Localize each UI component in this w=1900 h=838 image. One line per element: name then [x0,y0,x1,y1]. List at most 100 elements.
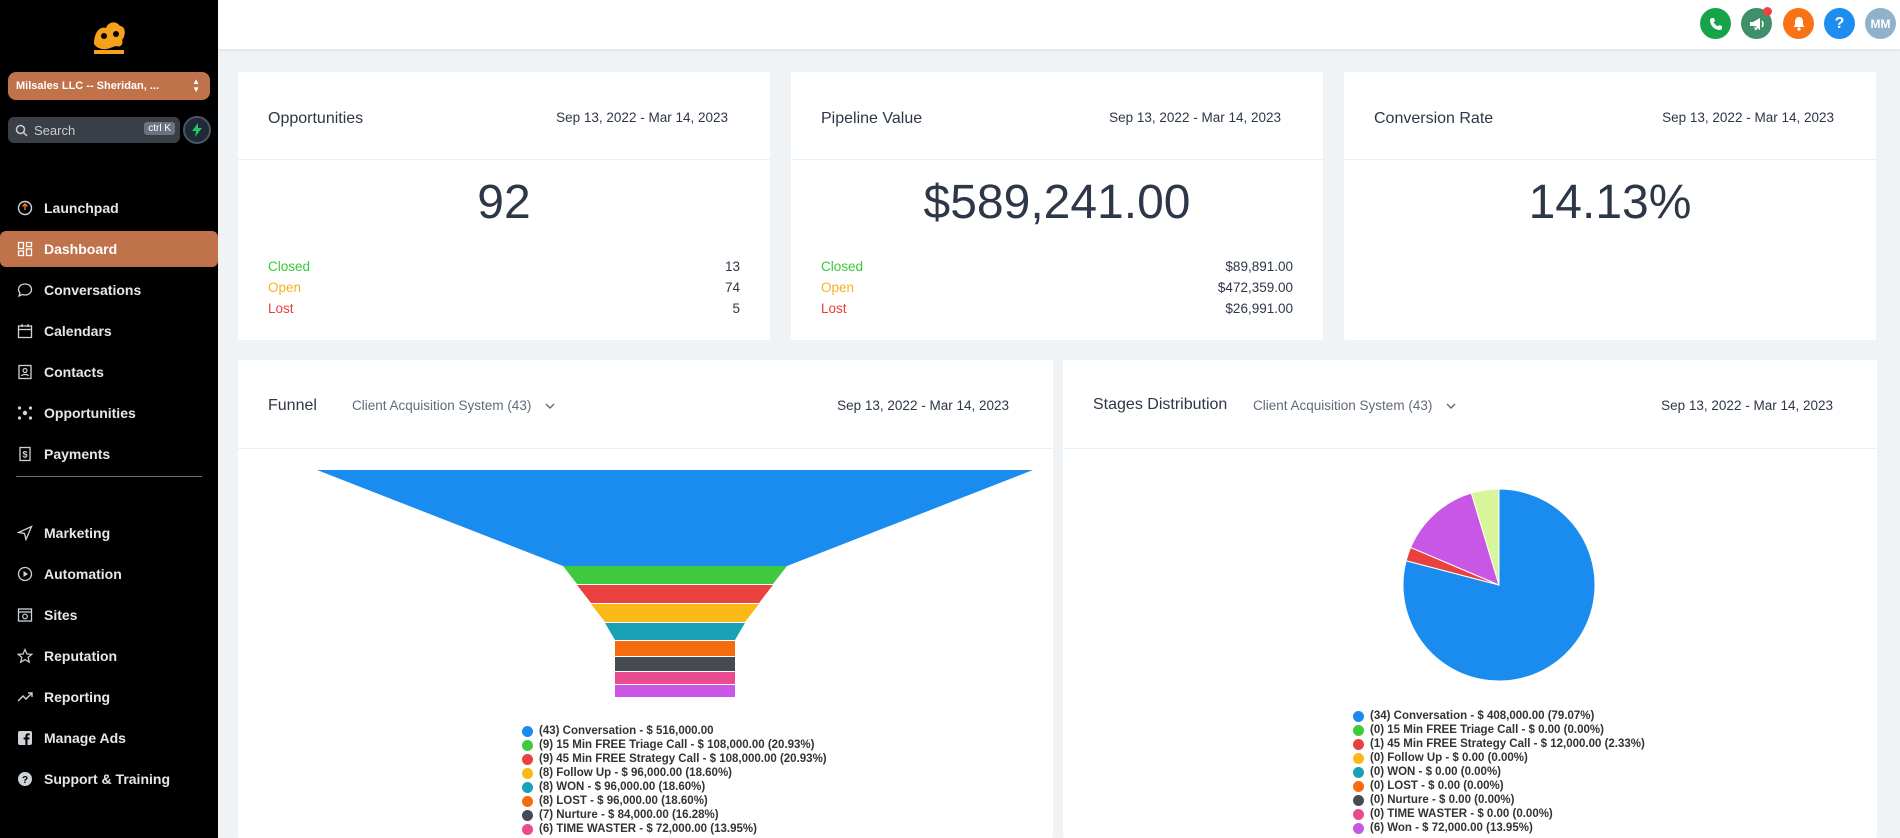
funnel-segment[interactable] [605,623,745,640]
quick-actions-button[interactable] [183,116,211,144]
svg-text:$: $ [22,450,27,460]
stat-row-lost: Lost 5 [268,301,740,316]
opportunities-total: 92 [477,176,531,229]
card-title: Opportunities [268,110,364,127]
funnel-pipeline-select[interactable]: Client Acquisition System (43) [352,398,555,413]
svg-text:?: ? [22,775,28,786]
account-switcher[interactable]: Milsales LLC -- Sheridan, ... ▲ ▼ [8,72,210,100]
pipeline-total: $589,241.00 [923,176,1191,229]
stages-pipeline-select[interactable]: Client Acquisition System (43) [1253,398,1456,413]
legend-label: (7) Nurture - $ 84,000.00 (16.28%) [539,809,719,821]
user-avatar[interactable]: MM [1865,8,1896,39]
legend-item[interactable]: (8) Follow Up - $ 96,000.00 (18.60%) [522,766,827,780]
search-shortcut: ctrl K [144,122,175,135]
sidebar-item-reputation[interactable]: Reputation [0,638,218,674]
stat-label: Lost [821,301,847,316]
sidebar-item-conversations[interactable]: Conversations [0,272,218,308]
legend-dot [1353,808,1364,820]
funnel-segment[interactable] [317,470,1033,566]
sidebar-item-calendars[interactable]: Calendars [0,313,218,349]
stat-value: 5 [732,301,740,316]
account-label: Milsales LLC -- Sheridan, ... [16,80,160,92]
stages-title: Stages Distribution [1093,396,1228,413]
sidebar-item-label: Support & Training [44,771,170,787]
funnel-segment[interactable] [591,604,759,622]
funnel-card: Funnel Client Acquisition System (43) Se… [238,360,1053,838]
legend-item[interactable]: (0) 15 Min FREE Triage Call - $ 0.00 (0.… [1353,723,1645,737]
sidebar-item-payments[interactable]: $ Payments [0,436,218,472]
facebook-icon [16,729,34,747]
legend-item[interactable]: (6) TIME WASTER - $ 72,000.00 (13.95%) [522,822,827,836]
stages-pie-chart [1402,488,1596,682]
legend-dot [1353,780,1364,792]
legend-label: (9) 15 Min FREE Triage Call - $ 108,000.… [539,739,815,751]
payments-icon: $ [16,445,34,463]
help-icon: ? [16,770,34,788]
legend-item[interactable]: (0) Follow Up - $ 0.00 (0.00%) [1353,751,1645,765]
milsales-logo[interactable] [88,14,130,56]
funnel-segment[interactable] [615,657,735,671]
legend-item[interactable]: (0) WON - $ 0.00 (0.00%) [1353,765,1645,779]
notifications-button[interactable] [1783,8,1814,39]
conversion-rate-value: 14.13% [1528,176,1692,229]
legend-item[interactable]: (8) LOST - $ 96,000.00 (18.60%) [522,794,827,808]
legend-label: (8) Follow Up - $ 96,000.00 (18.60%) [539,767,733,779]
legend-item[interactable]: (0) LOST - $ 0.00 (0.00%) [1353,779,1645,793]
legend-dot [522,809,533,821]
sidebar-item-marketing[interactable]: Marketing [0,515,218,551]
legend-dot [1353,738,1364,750]
help-button[interactable]: ? [1824,8,1855,39]
stat-label: Closed [821,259,864,274]
sidebar-item-label: Dashboard [44,241,118,257]
stat-row-open: Open $472,359.00 [821,280,1293,295]
funnel-segment[interactable] [577,585,773,603]
sidebar-item-sites[interactable]: Sites [0,597,218,633]
sidebar-item-reporting[interactable]: Reporting [0,679,218,715]
legend-label: (34) Conversation - $ 408,000.00 (79.07%… [1370,710,1595,722]
legend-dot [1353,752,1364,764]
sidebar-item-opportunities[interactable]: Opportunities [0,395,218,431]
sidebar-item-contacts[interactable]: Contacts [0,354,218,390]
legend-dot [522,739,533,751]
pie-slice[interactable] [1470,488,1500,586]
sidebar-item-launchpad[interactable]: Launchpad [0,190,218,226]
legend-item[interactable]: (34) Conversation - $ 408,000.00 (79.07%… [1353,709,1645,723]
legend-item[interactable]: (8) WON - $ 96,000.00 (18.60%) [522,780,827,794]
funnel-title: Funnel [268,397,317,414]
legend-item[interactable]: (0) TIME WASTER - $ 0.00 (0.00%) [1353,807,1645,821]
help-icon: ? [1834,14,1845,32]
legend-dot [522,753,533,765]
funnel-segment[interactable] [615,641,735,656]
sidebar-item-manage-ads[interactable]: Manage Ads [0,720,218,756]
legend-label: (8) WON - $ 96,000.00 (18.60%) [539,781,706,793]
legend-item[interactable]: (6) Won - $ 72,000.00 (13.95%) [1353,821,1645,835]
trend-icon [16,688,34,706]
sidebar-item-automation[interactable]: Automation [0,556,218,592]
funnel-segment[interactable] [563,566,787,584]
sidebar-item-label: Sites [44,607,78,623]
funnel-legend: (43) Conversation - $ 516,000.00 (9) 15 M… [522,724,827,836]
funnel-date-range: Sep 13, 2022 - Mar 14, 2023 [837,398,1009,413]
legend-item[interactable]: (7) Nurture - $ 84,000.00 (16.28%) [522,808,827,822]
sidebar-item-label: Calendars [44,323,112,339]
legend-item[interactable]: (9) 45 Min FREE Strategy Call - $ 108,00… [522,752,827,766]
sidebar-item-dashboard[interactable]: Dashboard [0,231,218,267]
funnel-segment[interactable] [615,685,735,697]
legend-item[interactable]: (43) Conversation - $ 516,000.00 [522,724,827,738]
sidebar-item-label: Manage Ads [44,730,126,746]
legend-item[interactable]: (0) Nurture - $ 0.00 (0.00%) [1353,793,1645,807]
pie-slice[interactable] [1410,492,1500,586]
announcements-button[interactable] [1741,7,1772,39]
sidebar-item-label: Marketing [44,525,111,541]
legend-item[interactable]: (9) 15 Min FREE Triage Call - $ 108,000.… [522,738,827,752]
phone-button[interactable] [1700,8,1731,39]
search-input[interactable]: Search ctrl K [8,117,180,143]
legend-item[interactable]: (1) 45 Min FREE Strategy Call - $ 12,000… [1353,737,1645,751]
funnel-segment[interactable] [615,672,735,684]
pie-slice[interactable] [1402,488,1596,682]
sidebar-item-support-training[interactable]: ? Support & Training [0,761,218,797]
legend-dot [522,823,533,835]
stat-label: Lost [268,301,294,316]
opportunities-card: Opportunities Sep 13, 2022 - Mar 14, 202… [238,72,770,340]
legend-label: (9) 45 Min FREE Strategy Call - $ 108,00… [539,753,827,765]
